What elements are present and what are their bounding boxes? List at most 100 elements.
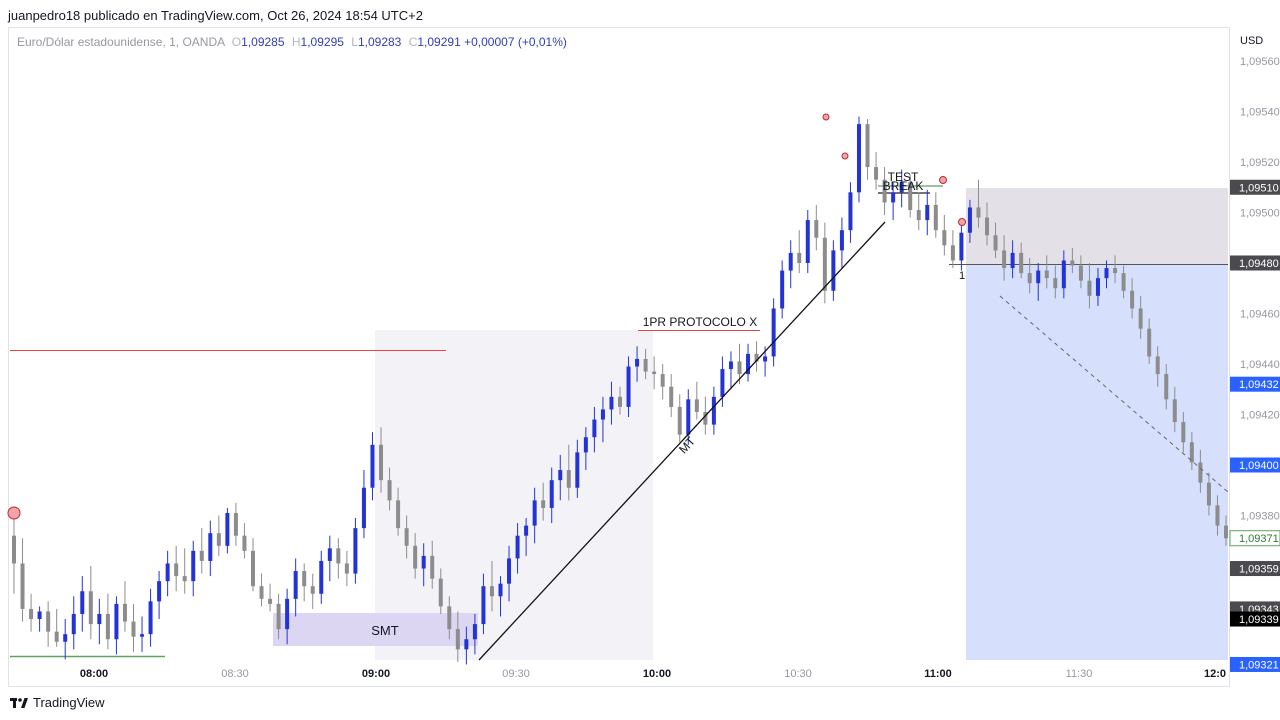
currency-label[interactable]: USD — [1240, 35, 1264, 47]
candle — [558, 454, 563, 501]
x-tick-label: 12:0 — [1204, 668, 1226, 680]
candle — [140, 616, 145, 652]
candle — [1130, 278, 1135, 319]
pivot-marker[interactable] — [958, 218, 966, 226]
candle — [916, 192, 921, 231]
high-label: H — [291, 35, 301, 49]
candle — [353, 518, 358, 584]
candles-layer — [12, 116, 1228, 665]
candle — [498, 576, 503, 617]
price-badge[interactable]: 1,09339 — [1230, 611, 1280, 627]
y-tick-label: 1,09520 — [1240, 157, 1280, 169]
tradingview-brand[interactable]: TradingView — [10, 695, 105, 710]
candle — [396, 487, 401, 536]
symbol-legend[interactable]: Euro/Dólar estadounidense, 1, OANDA O1,0… — [17, 35, 567, 49]
pivot-marker[interactable] — [822, 113, 830, 121]
candle — [259, 573, 264, 607]
protocol-label[interactable]: 1PR PROTOCOLO X — [643, 315, 757, 329]
projection-dashed-line[interactable] — [999, 295, 1229, 493]
high-value: 1,09295 — [300, 35, 344, 49]
smt-label[interactable]: SMT — [371, 623, 399, 638]
y-tick-label: 1,09540 — [1240, 107, 1280, 119]
candle — [609, 381, 614, 425]
candle — [148, 588, 153, 647]
time-axis: 08:00 08:30 09:00 09:30 10:00 10:30 11:00 11:30… — [80, 668, 1226, 680]
svg-text:1,09480: 1,09480 — [1239, 258, 1279, 270]
candle — [421, 543, 426, 587]
x-tick-label: 10:00 — [643, 668, 671, 680]
pivot-marker[interactable] — [7, 506, 21, 520]
price-badge[interactable]: 1,09480 — [1230, 255, 1280, 271]
candle — [524, 518, 529, 556]
candle — [882, 167, 887, 216]
candle — [1019, 242, 1024, 279]
candle — [319, 550, 324, 604]
candle — [1147, 318, 1152, 364]
price-badge[interactable]: 1,09321 — [1230, 656, 1280, 672]
svg-text:1,09510: 1,09510 — [1239, 182, 1279, 194]
candle — [694, 381, 699, 420]
candle — [430, 540, 435, 589]
candle — [771, 298, 776, 367]
short-stop-zone — [966, 188, 1228, 264]
candle — [379, 427, 384, 493]
price-badge[interactable]: 1,09432 — [1230, 376, 1280, 392]
candle — [737, 343, 742, 385]
candle — [652, 356, 657, 390]
candle — [848, 182, 853, 243]
mt-trendline[interactable] — [478, 221, 886, 661]
candle — [12, 512, 16, 594]
candle — [97, 598, 102, 645]
candle — [225, 507, 230, 554]
price-badge[interactable]: 1,09400 — [1230, 457, 1280, 473]
candle — [464, 626, 469, 665]
entry-number-label[interactable]: 1 — [959, 270, 965, 282]
candle — [191, 540, 196, 597]
candle — [199, 528, 204, 574]
candle — [660, 364, 665, 400]
candle — [669, 374, 674, 418]
pivot-marker[interactable] — [841, 152, 849, 160]
candle — [1070, 247, 1075, 274]
candle — [754, 341, 759, 372]
candle — [174, 545, 179, 592]
candle — [327, 535, 332, 582]
candle — [88, 566, 93, 640]
candle — [1095, 268, 1100, 306]
price-badge[interactable]: 1,09359 — [1230, 561, 1280, 577]
candle — [643, 348, 648, 380]
candle — [507, 545, 512, 602]
candle — [481, 573, 486, 635]
candle — [993, 222, 998, 258]
candle — [720, 356, 725, 407]
plot-area[interactable] — [8, 27, 1230, 687]
break-label[interactable]: BREAK — [883, 179, 924, 193]
candle — [20, 538, 25, 622]
svg-text:1,09432: 1,09432 — [1239, 379, 1279, 391]
candle — [592, 406, 597, 453]
price-badge[interactable]: 1,09371 — [1229, 530, 1280, 547]
candle — [1138, 295, 1143, 339]
candle — [54, 608, 59, 647]
candle — [268, 583, 273, 612]
candle — [105, 593, 110, 650]
low-value: 1,09283 — [357, 35, 402, 49]
candle — [1036, 263, 1041, 301]
svg-text:1,09371: 1,09371 — [1239, 533, 1279, 545]
price-badge[interactable]: 1,09510 — [1230, 179, 1280, 195]
candle — [438, 568, 443, 614]
x-tick-label: 09:00 — [362, 668, 390, 680]
candle — [46, 601, 51, 647]
candle — [959, 222, 964, 271]
pivot-marker[interactable] — [939, 176, 947, 184]
candle — [276, 593, 281, 640]
candle — [131, 603, 136, 652]
x-tick-label: 09:30 — [502, 668, 530, 680]
candle — [1061, 250, 1066, 299]
candle — [899, 169, 904, 208]
test-label[interactable]: TEST — [888, 170, 919, 184]
candle — [361, 470, 366, 539]
candle — [1206, 472, 1211, 516]
candle — [387, 467, 392, 511]
